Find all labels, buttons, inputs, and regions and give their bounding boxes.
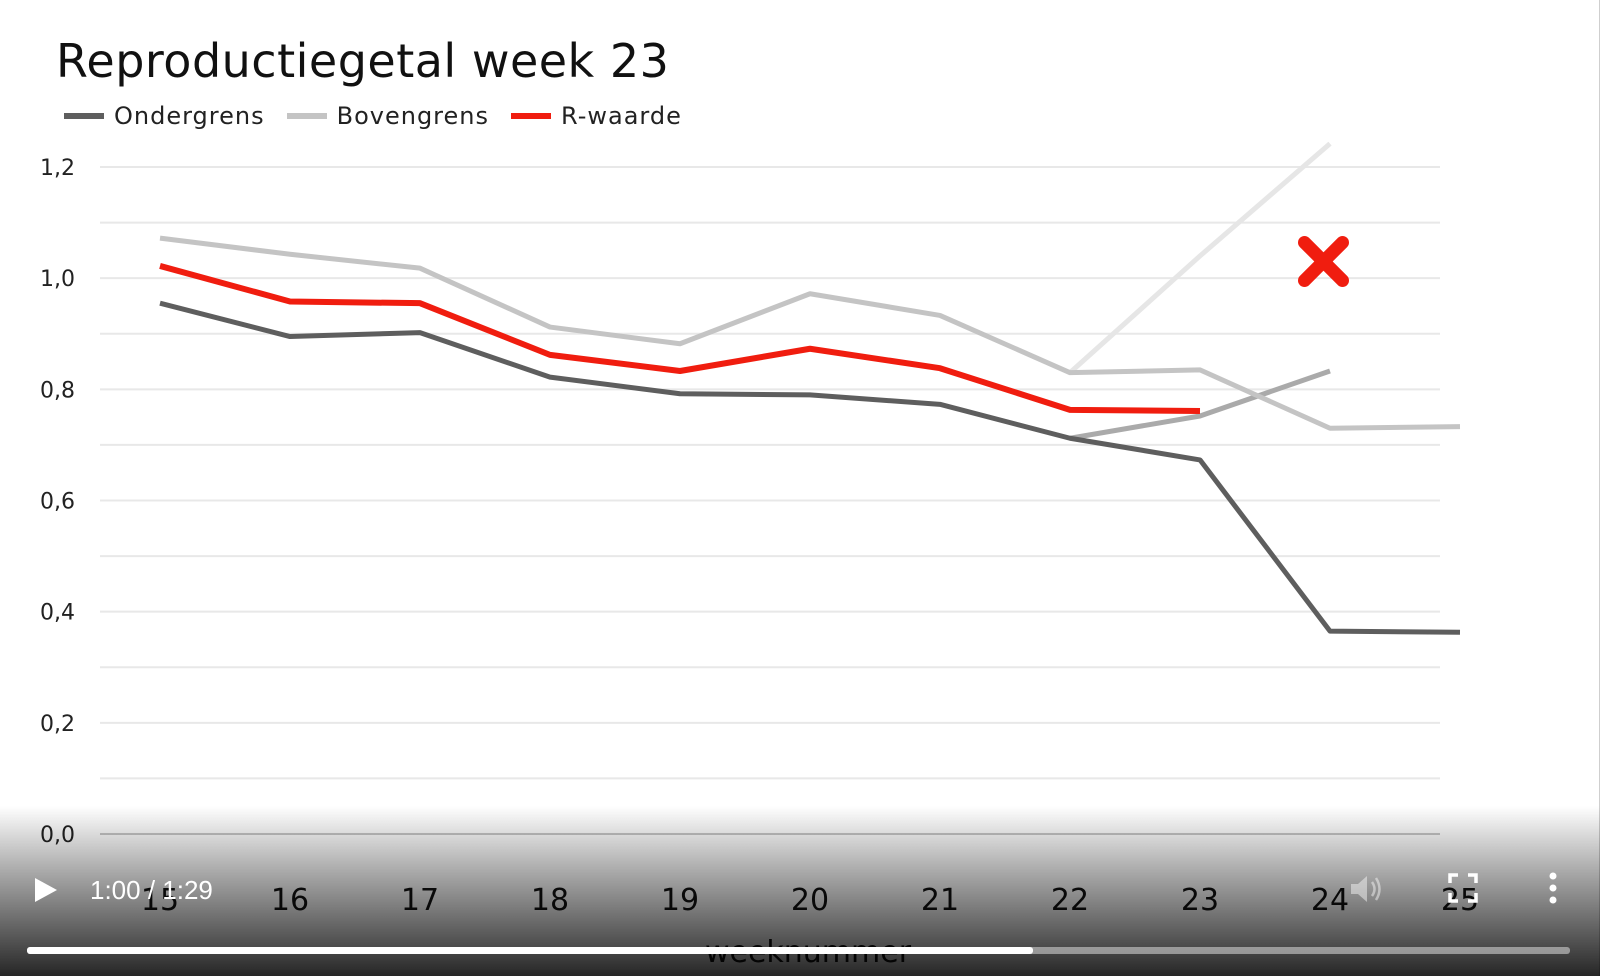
series-line-ondergrens — [159, 300, 1461, 635]
overlay-series-line — [1068, 141, 1332, 375]
progress-fill — [27, 947, 1034, 954]
y-tick-label: 1,2 — [40, 156, 75, 181]
legend-entry-r-waarde: R-waarde — [511, 102, 682, 130]
video-controls-bar: 1:00 / 1:29 — [0, 806, 1600, 976]
chart-title: Reproductiegetal week 23 — [56, 34, 670, 88]
legend-entry-ondergrens: Ondergrens — [64, 102, 265, 130]
cross-marker — [1298, 235, 1349, 287]
legend-label: Bovengrens — [336, 102, 489, 130]
legend-label: Ondergrens — [114, 102, 265, 130]
cross-stroke — [1298, 235, 1349, 287]
legend-entry-bovengrens: Bovengrens — [286, 102, 489, 130]
volume-icon — [1351, 876, 1381, 902]
series-line-bovengrens — [159, 235, 1461, 431]
y-tick-label: 0,4 — [40, 601, 75, 626]
legend-swatch — [511, 113, 551, 119]
progress-bar[interactable] — [27, 947, 1570, 954]
series-line-r-waarde — [159, 263, 1201, 415]
legend-swatch — [64, 113, 104, 119]
more-options-icon[interactable] — [1545, 870, 1561, 906]
legend-swatch — [286, 113, 327, 119]
y-tick-label: 0,8 — [40, 378, 75, 403]
overlay-series-line — [1069, 368, 1331, 441]
y-tick-label: 0,2 — [40, 712, 75, 737]
time-display: 1:00 / 1:29 — [90, 875, 213, 905]
chart-legend: Ondergrens Bovengrens R-waarde — [64, 102, 704, 130]
play-icon[interactable] — [30, 875, 60, 905]
y-tick-label: 0,6 — [40, 490, 75, 515]
fullscreen-icon[interactable] — [1447, 872, 1479, 904]
y-tick-label: 1,0 — [40, 267, 75, 292]
legend-label: R-waarde — [561, 102, 682, 130]
